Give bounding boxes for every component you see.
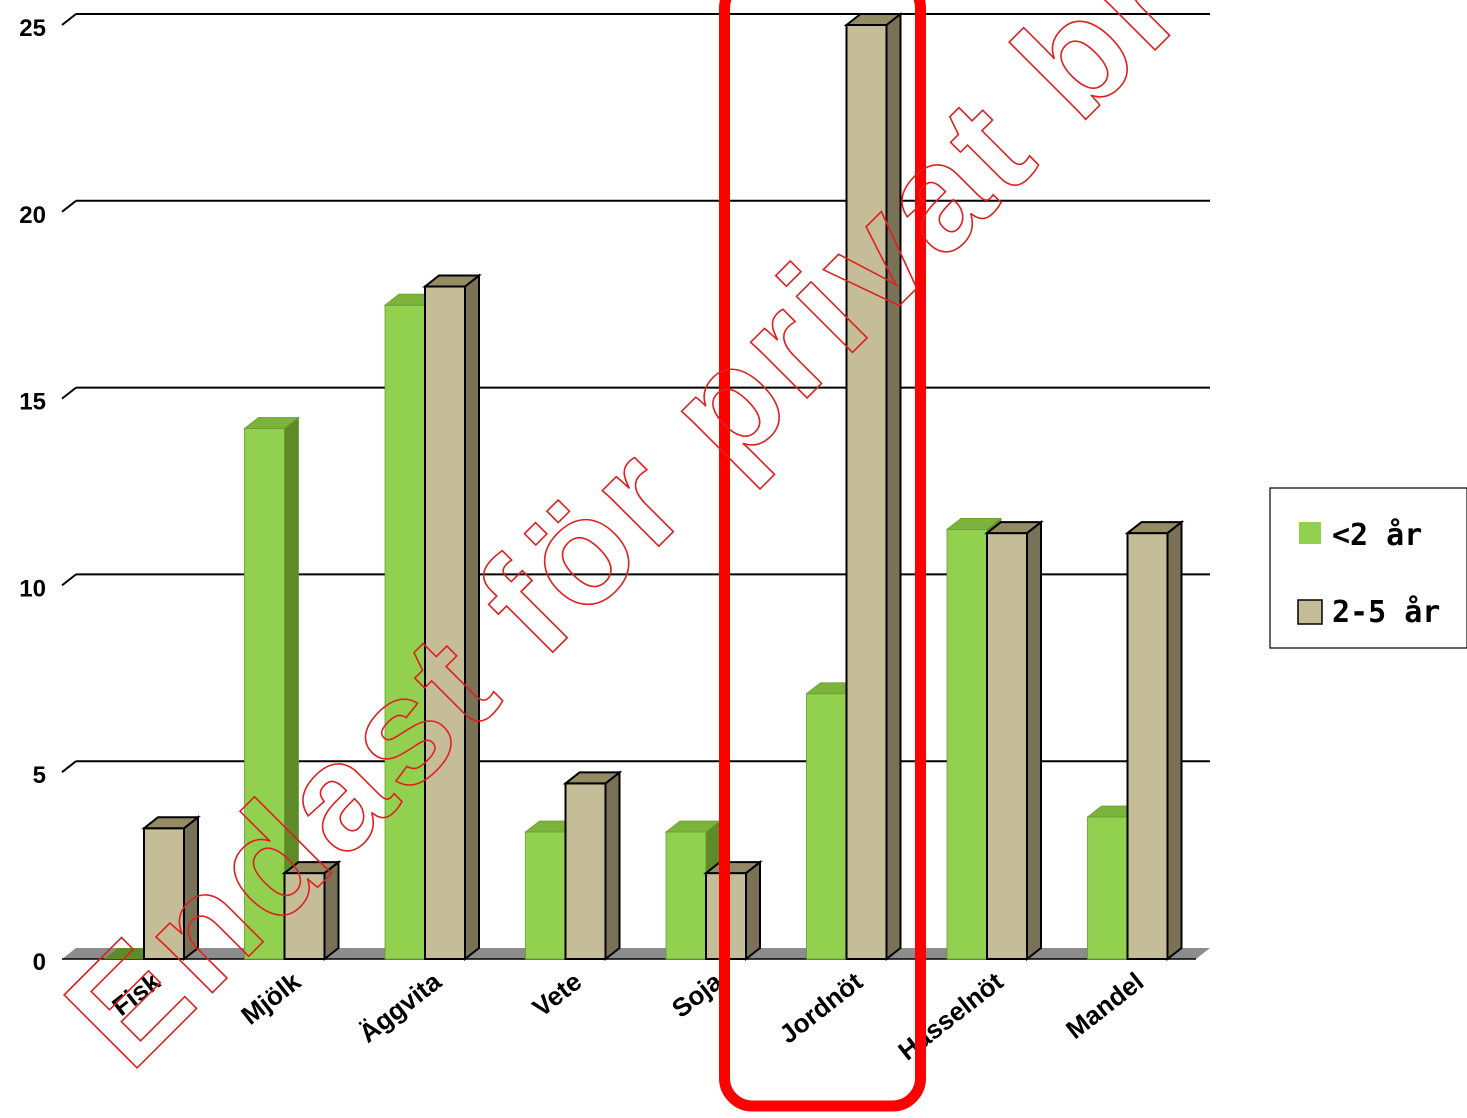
y-tick-label: 5 [33, 762, 46, 789]
bar-series-2-6 [984, 520, 1044, 962]
bar-front [564, 782, 607, 961]
legend-swatch-series-1 [1299, 522, 1321, 544]
y-tick-label: 15 [19, 389, 46, 416]
bar-front [143, 827, 185, 960]
x-tick-label: Äggvita [353, 966, 447, 1049]
bar-top [141, 816, 201, 830]
x-tick-label: Mandel [1060, 966, 1149, 1045]
bar-front [946, 528, 988, 960]
bar-side [745, 860, 761, 962]
bar-front [845, 24, 888, 960]
highlight-box [719, 0, 926, 1112]
bar-top [1124, 521, 1185, 535]
y-tick-label: 10 [19, 575, 46, 602]
bar-series-2-0 [141, 815, 201, 962]
gridline-slant [61, 200, 77, 213]
bar-front [384, 304, 426, 960]
legend: <2 år 2-5 år [1269, 487, 1467, 649]
bar-top [843, 13, 904, 26]
y-tick-label: 25 [19, 15, 46, 42]
bar-top [422, 274, 482, 288]
gridline-slant [61, 386, 77, 400]
x-tick-label: Vete [527, 966, 588, 1023]
legend-label-series-1: <2 år [1332, 517, 1422, 553]
x-tick-label: Soja [666, 966, 728, 1024]
bar-side [1026, 520, 1042, 962]
y-tick-label: 20 [19, 202, 46, 229]
x-tick-label: Jordnöt [773, 966, 868, 1049]
bar-front [986, 532, 1028, 960]
bar-top [945, 517, 1003, 530]
bar-series-2-2 [422, 273, 482, 962]
bar-front [665, 831, 707, 960]
bars-layer [104, 11, 1185, 962]
bar-side [1166, 520, 1183, 962]
y-axis-ticks: 0 5 10 15 20 25 [19, 15, 46, 976]
bar-front [806, 693, 847, 960]
bar-series-2-4 [703, 860, 763, 962]
bar-series-2-5 [843, 11, 904, 962]
y-tick-label: 0 [33, 949, 46, 976]
gridline-slant [61, 760, 77, 773]
x-tick-label: Hasselnöt [892, 966, 1009, 1066]
bar-top [984, 521, 1044, 535]
bar-front [1087, 816, 1128, 960]
highlight-layer [719, 0, 926, 1112]
gridline-slant [61, 13, 77, 26]
bar-front [1126, 532, 1169, 960]
bar-front [244, 428, 285, 960]
bar-series-2-7 [1124, 520, 1185, 962]
bar-series-2-3 [562, 770, 623, 962]
bar-top [243, 417, 300, 429]
bar-top [562, 771, 623, 785]
legend-label-series-2: 2-5 år [1332, 594, 1440, 630]
legend-swatch-series-2 [1297, 599, 1323, 625]
bar-top [281, 861, 342, 875]
bar-series-1-1 [243, 416, 300, 960]
bar-series-2-1 [281, 860, 342, 962]
bar-side [604, 770, 621, 962]
bar-front [525, 831, 566, 960]
gridline-slant [61, 573, 77, 587]
